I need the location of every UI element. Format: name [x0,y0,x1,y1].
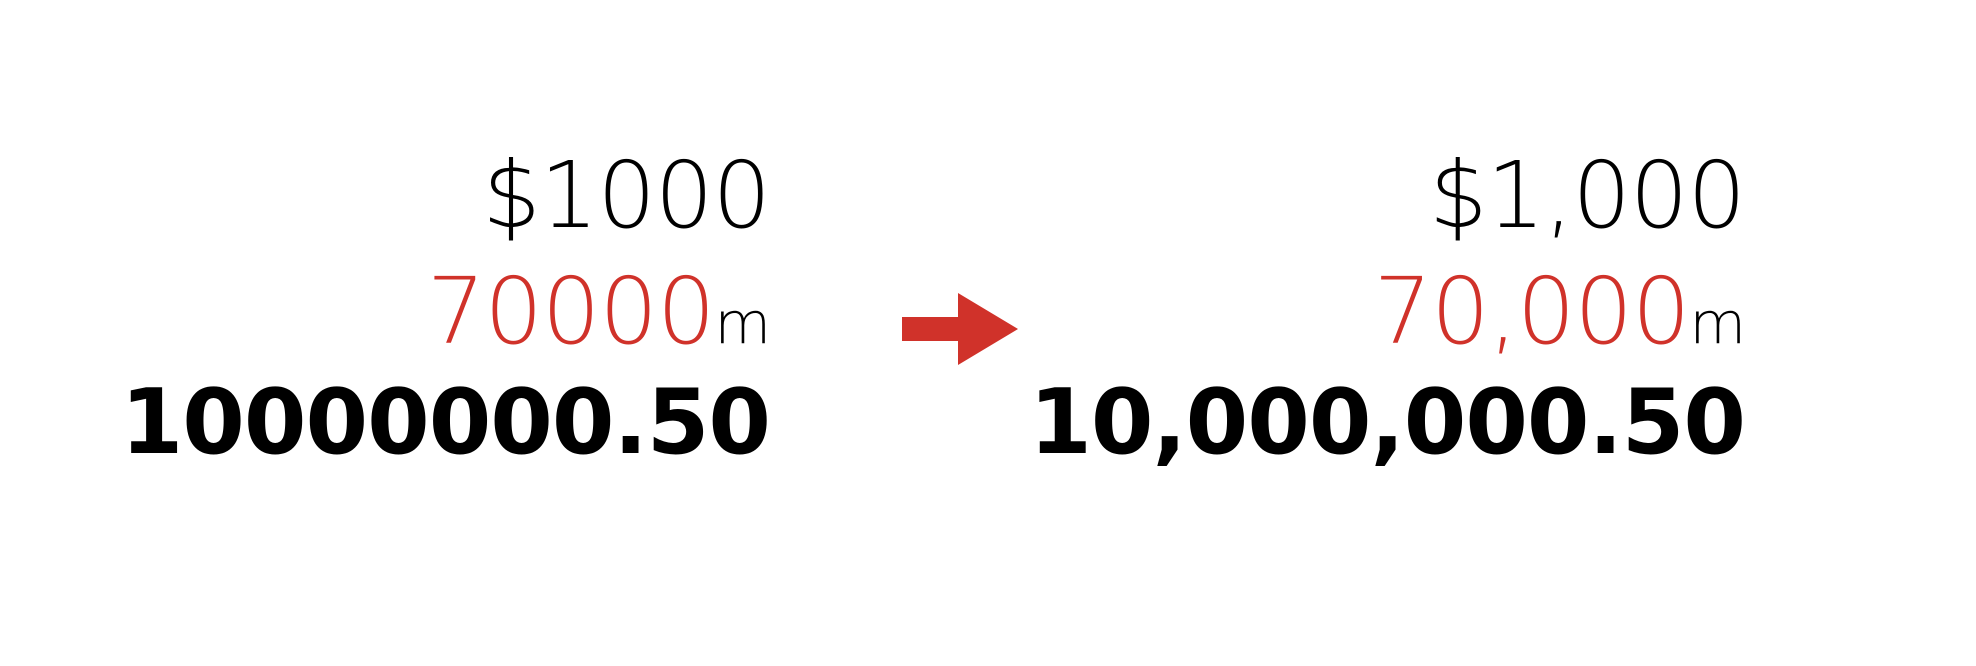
after-price: $1,000 [1429,142,1746,249]
after-distance-unit: m [1689,289,1746,357]
before-distance: 70000m [121,266,771,376]
before-price: $1000 [482,142,771,249]
before-distance-value: 70000 [426,258,716,365]
arrow-right-shape [902,293,1018,365]
after-column: $1,000 70,000m 10,000,000.50 [1029,142,1746,475]
before-column: $1000 70000m 10000000.50 [120,142,771,475]
before-amount: 10000000.50 [120,370,771,475]
after-distance-value: 70,000 [1373,258,1691,365]
arrow-right-icon [902,293,1018,365]
after-distance: 70,000m [1029,266,1746,376]
before-distance-unit: m [714,289,771,357]
after-amount: 10,000,000.50 [1029,370,1746,475]
